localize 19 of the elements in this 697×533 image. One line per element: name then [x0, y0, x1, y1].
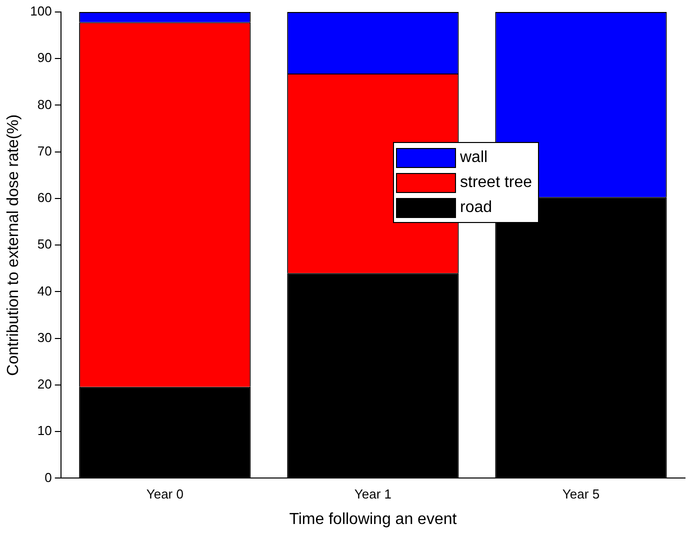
legend-label: street tree	[460, 173, 532, 193]
y-tick-label: 50	[37, 236, 52, 252]
y-axis-title: Contribution to external dose rate(%)	[5, 114, 22, 376]
y-tick-label: 60	[37, 190, 52, 206]
y-tick-label: 0	[44, 470, 52, 485]
y-tick-label: 30	[37, 330, 52, 345]
y-tick-label: 100	[30, 4, 52, 19]
x-tick-label: Year 1	[354, 486, 392, 502]
y-tick-label: 70	[37, 143, 52, 158]
legend-label: road	[460, 198, 492, 218]
legend-label: wall	[460, 148, 488, 168]
y-tick-label: 10	[37, 423, 52, 438]
y-tick-label: 80	[37, 96, 52, 112]
x-axis-title: Time following an event	[289, 510, 458, 528]
y-tick-label: 40	[37, 283, 52, 298]
y-tick-label: 20	[37, 376, 52, 392]
y-tick-label: 90	[37, 50, 52, 66]
x-tick-label: Year 0	[146, 486, 184, 502]
x-tick-label: Year 5	[562, 486, 600, 502]
